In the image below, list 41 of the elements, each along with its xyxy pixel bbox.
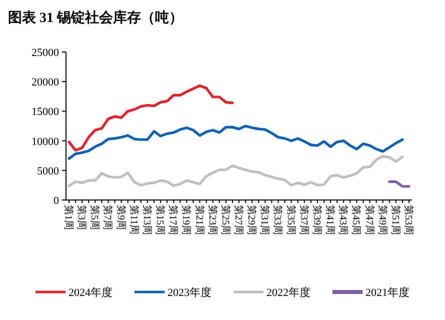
x-tick-label: 第9周 <box>114 205 127 230</box>
x-tick-label: 第11周 <box>128 205 140 235</box>
legend-label: 2023年度 <box>168 286 212 299</box>
x-tick-label: 第5周 <box>88 205 101 230</box>
x-tick-label: 第39周 <box>310 205 323 235</box>
x-tick-label: 第47周 <box>363 205 376 235</box>
y-tick-label: 15000 <box>32 106 60 118</box>
legend-label: 2022年度 <box>266 286 310 299</box>
x-tick-label: 第3周 <box>76 205 88 230</box>
y-tick-label: 10000 <box>32 136 60 148</box>
y-tick-label: 20000 <box>32 76 60 89</box>
x-tick-label: 第23周 <box>206 205 218 235</box>
line-series <box>68 154 404 188</box>
legend-label: 2021年度 <box>366 286 410 299</box>
x-tick-label: 第13周 <box>140 205 153 235</box>
x-tick-label: 第21周 <box>193 205 206 235</box>
x-tick-label: 第51周 <box>389 205 402 235</box>
chart-title: 图表 31 锡锭社会库存（吨） <box>8 9 183 26</box>
x-tick-label: 第43周 <box>337 205 350 235</box>
x-tick-label: 第29周 <box>246 205 258 235</box>
x-tick-label: 第15周 <box>154 205 166 235</box>
x-tick-label: 第25周 <box>219 205 232 235</box>
line-series <box>68 84 234 152</box>
y-tick-label: 0 <box>54 195 60 207</box>
x-tick-label: 第31周 <box>258 205 271 235</box>
y-tick-label: 25000 <box>32 47 60 59</box>
x-tick-label: 第37周 <box>298 205 310 235</box>
x-tick-label: 第49周 <box>376 205 388 235</box>
y-tick-label: 5000 <box>37 165 60 178</box>
x-tick-label: 第33周 <box>272 205 284 235</box>
x-tick-label: 第35周 <box>284 205 297 235</box>
x-tick-label: 第7周 <box>102 205 114 230</box>
x-tick-label: 第1周 <box>62 205 74 230</box>
x-tick-label: 第17周 <box>167 205 180 235</box>
x-tick-label: 第41周 <box>324 205 336 235</box>
x-tick-label: 第53周 <box>402 205 414 235</box>
x-tick-label: 第27周 <box>232 205 244 235</box>
x-tick-label: 第19周 <box>180 205 192 235</box>
legend-label: 2024年度 <box>68 286 112 299</box>
x-tick-label: 第45周 <box>350 205 362 235</box>
line-series <box>68 124 404 160</box>
